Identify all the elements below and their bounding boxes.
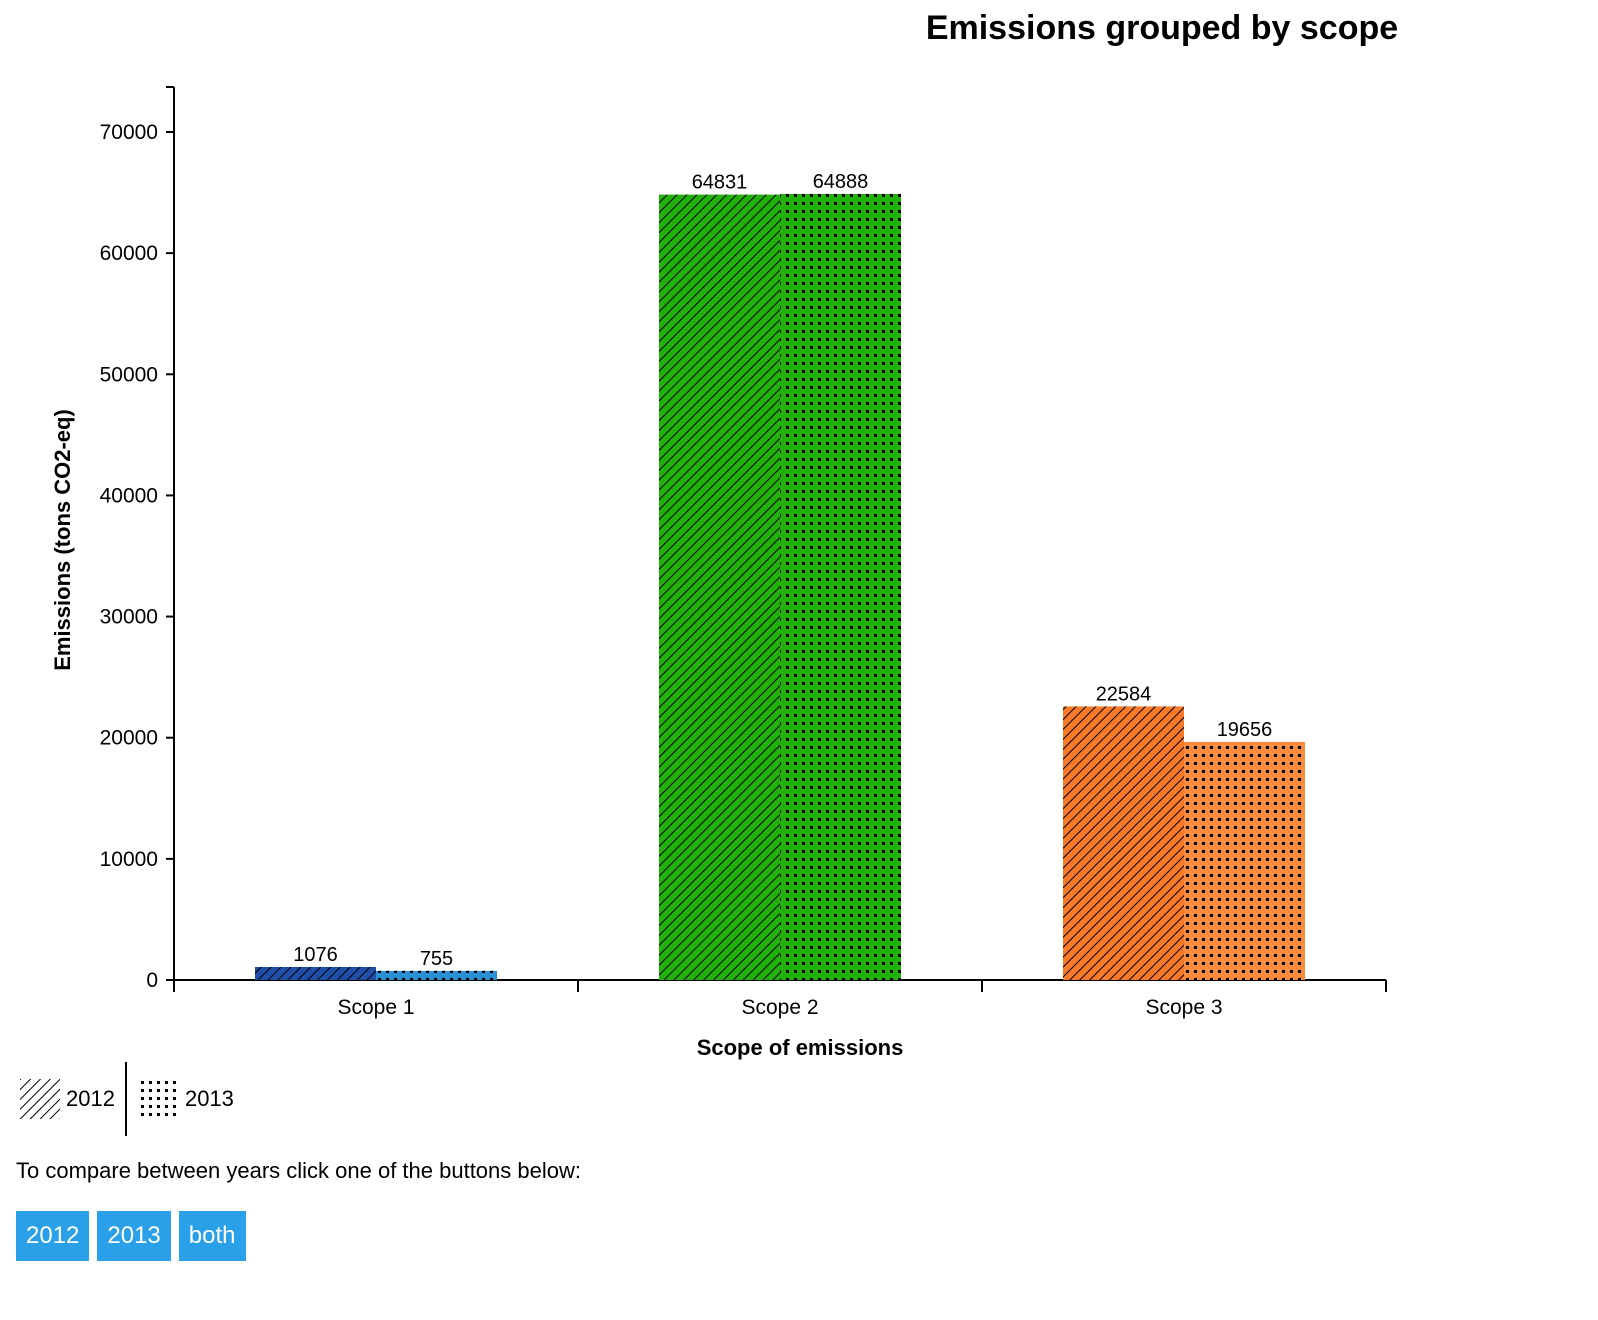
instructions-text: To compare between years click one of th…	[16, 1158, 581, 1183]
bar-2012-1: 1076	[255, 944, 376, 980]
x-tick-label: Scope 1	[337, 996, 414, 1019]
bar-2012-3: 22584	[1063, 683, 1184, 980]
bar-pattern	[1063, 706, 1184, 980]
legend-item-2013: 2013	[138, 1079, 234, 1119]
both-years-button[interactable]: both	[178, 1211, 246, 1261]
bar-value-label: 64888	[813, 171, 869, 193]
bar-value-label: 1076	[293, 944, 338, 966]
legend: 2012 2013	[20, 1062, 234, 1136]
bar-pattern	[255, 966, 376, 980]
legend-label-2013: 2013	[184, 1086, 234, 1111]
y-tick-label: 70000	[100, 121, 158, 144]
chart: Emissions grouped by scope 0 10000 20000 30…	[50, 9, 1398, 1060]
y-tick-label: 10000	[100, 848, 158, 871]
legend-label-2012: 2012	[66, 1086, 115, 1111]
bar-pattern	[780, 193, 901, 980]
bar-2012-2: 64831	[659, 172, 780, 980]
bar-2013-2: 64888	[780, 171, 901, 980]
legend-divider	[124, 1062, 127, 1136]
year-2012-button[interactable]: 2012	[16, 1211, 90, 1261]
bar-2013-1: 755	[376, 948, 497, 980]
y-axis: 0 10000 20000 30000 40000 50000 60000 70000	[100, 86, 175, 992]
y-axis-label: Emissions (tons CO2-eq)	[50, 409, 75, 671]
bar-2013-3: 19656	[1184, 719, 1305, 980]
bars: 1076 755 64831 64888 22584 19656	[255, 171, 1305, 980]
x-axis: Scope 1 Scope 2 Scope 3	[173, 979, 1387, 1019]
bar-value-label: 755	[420, 948, 453, 970]
bar-pattern	[659, 194, 780, 980]
legend-item-2012: 2012	[20, 1079, 115, 1119]
bar-value-label: 19656	[1217, 719, 1273, 741]
bar-pattern	[1184, 741, 1305, 980]
x-axis-label: Scope of emissions	[697, 1035, 904, 1060]
y-tick-label: 60000	[100, 242, 158, 265]
diagonal-hatch-icon	[20, 1079, 60, 1119]
year-2013-button[interactable]: 2013	[97, 1211, 171, 1261]
y-tick-label: 20000	[100, 727, 158, 750]
chart-title: Emissions grouped by scope	[926, 9, 1398, 47]
bar-value-label: 64831	[692, 172, 748, 194]
bar-value-label: 22584	[1096, 683, 1152, 705]
x-tick-label: Scope 2	[741, 996, 818, 1019]
dot-grid-icon	[138, 1079, 179, 1119]
y-tick-label: 0	[146, 969, 158, 992]
y-tick-label: 50000	[100, 363, 158, 386]
x-tick-label: Scope 3	[1145, 996, 1222, 1019]
y-tick-label: 40000	[100, 484, 158, 507]
y-tick-label: 30000	[100, 606, 158, 629]
bar-pattern	[376, 970, 497, 980]
year-buttons: 2012 2013 both	[16, 1211, 246, 1261]
